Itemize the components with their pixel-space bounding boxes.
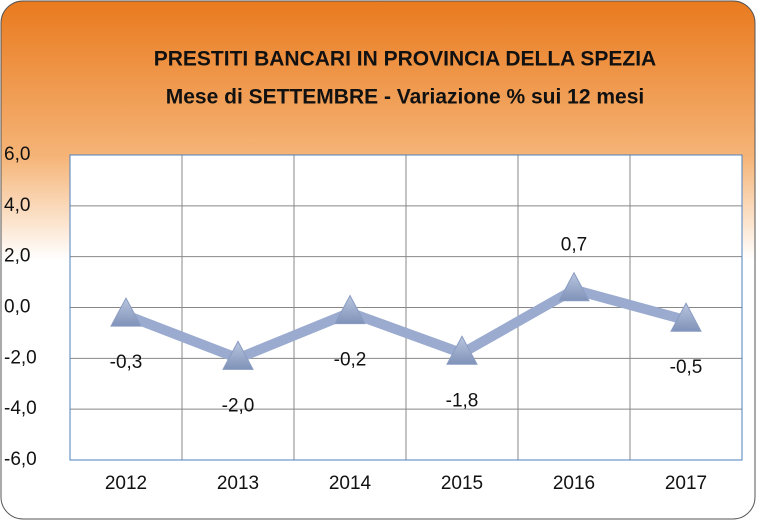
marker (558, 271, 590, 302)
y-tick-label: -2,0 (4, 347, 37, 368)
x-tick-label: 2017 (665, 473, 707, 494)
plot-border (69, 154, 743, 461)
marker (110, 297, 142, 327)
data-label: -0,5 (670, 357, 703, 378)
line (124, 284, 688, 364)
data-label: 0,7 (561, 235, 587, 256)
x-tick-label: 2014 (329, 473, 372, 494)
x-tick-label: 2015 (441, 473, 483, 494)
y-tick-label: 4,0 (4, 195, 30, 216)
marker (670, 302, 702, 332)
x-tick-label: 2016 (553, 473, 595, 494)
y-tick-label: -4,0 (4, 398, 37, 419)
data-label: -0,3 (110, 352, 143, 373)
marker (222, 340, 254, 370)
chart-subtitle: Mese di SETTEMBRE - Variazione % sui 12 … (166, 86, 645, 109)
y-tick-label: 6,0 (4, 144, 30, 165)
data-label: -2,0 (222, 395, 255, 416)
chart-title: PRESTITI BANCARI IN PROVINCIA DELLA SPEZ… (154, 48, 656, 71)
marker (334, 294, 366, 325)
x-tick-label: 2012 (105, 473, 147, 494)
y-tick-label: 2,0 (4, 246, 30, 267)
y-tick-label: 0,0 (4, 297, 30, 318)
data-label: -0,2 (334, 350, 367, 371)
data-label: -1,8 (446, 390, 479, 411)
x-tick-label: 2013 (217, 473, 259, 494)
y-tick-label: -6,0 (4, 449, 37, 470)
marker (446, 335, 478, 365)
